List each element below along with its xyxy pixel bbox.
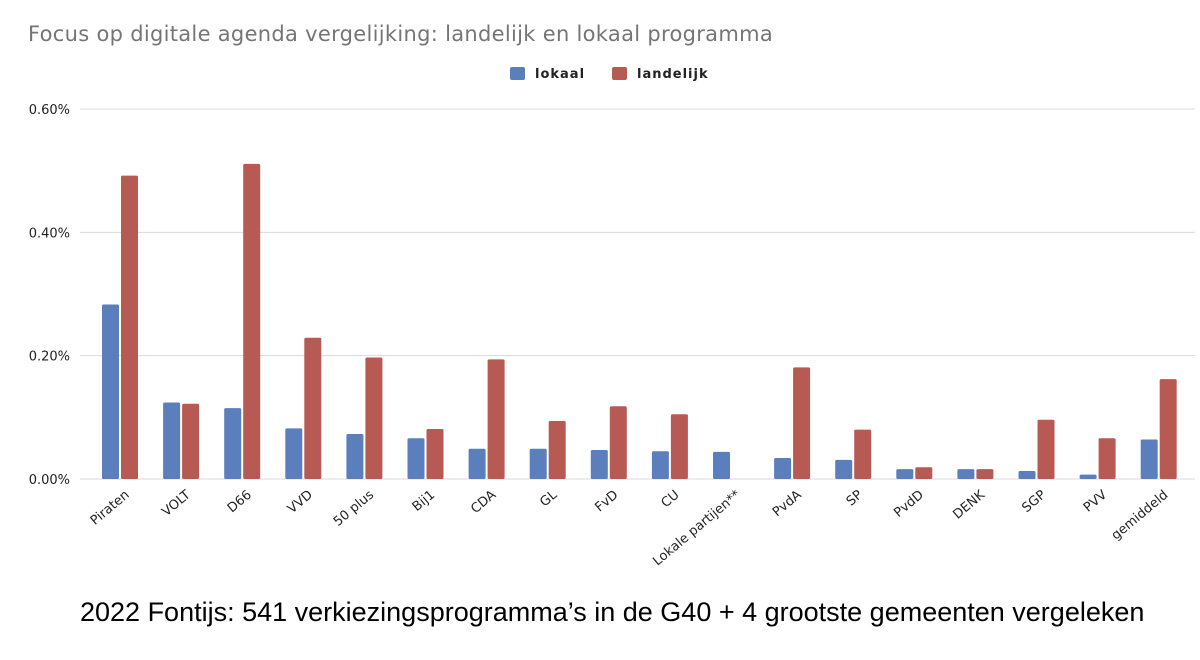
x-tick-label: VOLT	[159, 488, 193, 520]
bar-lokaal-bij1	[407, 438, 425, 479]
bar-landelijk-fvd	[609, 406, 627, 479]
bar-lokaal-sgp	[1018, 470, 1036, 479]
x-tick-label: CU	[659, 488, 683, 511]
y-tick-label: 0.00%	[29, 473, 70, 488]
y-tick-label: 0.60%	[29, 103, 70, 118]
x-tick-label: PvdD	[891, 488, 927, 521]
bar-landelijk-gemiddeld	[1159, 379, 1177, 479]
bar-lokaal-pvdd	[896, 469, 914, 479]
legend-swatch-lokaal	[510, 67, 525, 80]
y-tick-label: 0.20%	[29, 350, 70, 365]
bar-lokaal-piraten	[102, 304, 119, 479]
x-tick-label: D66	[225, 488, 255, 517]
bars	[102, 163, 1177, 479]
x-tick-label: SGP	[1019, 487, 1049, 515]
x-tick-label: gemiddeld	[1109, 488, 1171, 544]
bar-lokaal-denk	[957, 469, 975, 479]
bar-lokaal-pvv	[1079, 474, 1097, 479]
x-tick-label: VVD	[285, 488, 316, 517]
x-tick-label: CDA	[468, 488, 499, 517]
bar-landelijk-50-plus	[365, 357, 383, 479]
gridlines	[80, 108, 1195, 480]
chart-title: Focus op digitale agenda vergelijking: l…	[28, 22, 774, 46]
bar-landelijk-bij1	[426, 429, 444, 479]
bar-landelijk-d66	[243, 163, 261, 479]
x-tick-label: FvD	[592, 488, 621, 516]
bar-lokaal-fvd	[590, 450, 608, 479]
bar-lokaal-gl	[529, 448, 547, 479]
bar-landelijk-volt	[182, 403, 200, 479]
bar-landelijk-sp	[854, 429, 872, 479]
bar-lokaal-d66	[224, 408, 242, 479]
bar-lokaal-sp	[835, 459, 853, 479]
bar-lokaal-vvd	[285, 428, 303, 479]
bar-lokaal-lokale-partijen-	[713, 451, 730, 479]
x-tick-label: GL	[537, 487, 560, 510]
bar-lokaal-50-plus	[346, 433, 364, 479]
bar-landelijk-pvdd	[915, 467, 933, 479]
legend-label-lokaal: lokaal	[535, 67, 585, 82]
x-tick-label: PVV	[1081, 488, 1110, 516]
x-tick-label: Piraten	[88, 488, 133, 529]
bar-lokaal-gemiddeld	[1140, 439, 1158, 479]
caption: 2022 Fontijs: 541 verkiezingsprogramma’s…	[80, 597, 1145, 627]
bar-lokaal-cu	[651, 451, 669, 479]
x-tick-label: DENK	[950, 487, 988, 522]
bar-landelijk-cu	[670, 414, 688, 479]
x-tick-label: 50 plus	[331, 487, 377, 529]
bar-lokaal-pvda	[774, 458, 792, 479]
legend: lokaal landelijk	[510, 67, 709, 82]
x-tick-label: Bij1	[410, 488, 438, 515]
x-axis-ticks: Piraten VOLT D66 VVD 50 plus Bij1 CDA GL FvD CULo…	[88, 487, 1171, 569]
bar-landelijk-denk	[976, 469, 994, 479]
bar-landelijk-piraten	[121, 175, 138, 479]
bar-landelijk-gl	[548, 421, 566, 479]
bar-lokaal-volt	[163, 402, 181, 479]
bar-landelijk-sgp	[1037, 419, 1055, 479]
y-axis-ticks: 0.00% 0.20% 0.40% 0.60%	[29, 103, 70, 488]
bar-landelijk-pvv	[1098, 438, 1116, 479]
bar-chart: 0.00% 0.20% 0.40% 0.60% Piraten VOLT D66 VVD 50…	[29, 67, 1195, 569]
x-tick-label: PvdA	[770, 488, 805, 521]
y-tick-label: 0.40%	[29, 226, 70, 241]
legend-swatch-landelijk	[612, 67, 627, 80]
x-tick-label: SP	[844, 487, 866, 509]
bar-landelijk-pvda	[793, 367, 811, 479]
bar-landelijk-cda	[487, 359, 505, 479]
bar-landelijk-vvd	[304, 337, 322, 479]
legend-label-landelijk: landelijk	[637, 67, 709, 82]
bar-lokaal-cda	[468, 448, 486, 479]
